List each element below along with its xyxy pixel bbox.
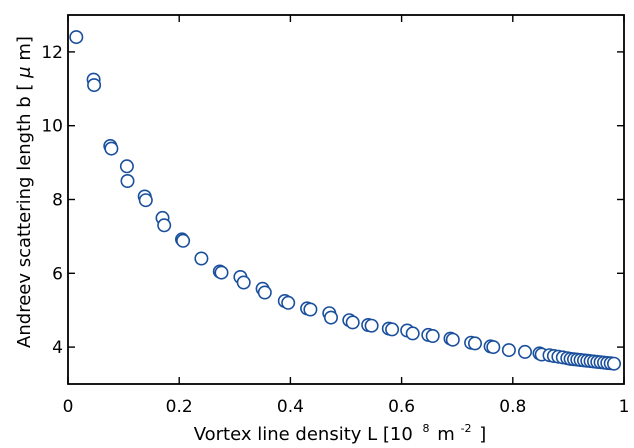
y-tick-label-2: 8 [52, 191, 63, 211]
data-point-8 [138, 193, 153, 208]
y-axis-title: Andreev scattering length b [ μ m] [14, 36, 35, 348]
x-tick-label-2: 0.4 [277, 397, 304, 417]
data-point-21 [281, 295, 296, 310]
x-axis-ticks: 0 0.2 0.4 0.6 0.8 1 [63, 15, 630, 417]
data-point-39 [467, 336, 482, 351]
x-tick-label-0: 0 [63, 397, 74, 417]
data-point-37 [445, 332, 460, 347]
data-point-12 [176, 233, 191, 248]
data-point-33 [405, 326, 420, 341]
x-tick-label-1: 0.2 [166, 397, 193, 417]
data-point-6 [120, 174, 135, 189]
x-tick-label-3: 0.6 [388, 397, 415, 417]
data-point-43 [517, 344, 532, 359]
data-point-2 [87, 78, 102, 93]
data-point-5 [119, 159, 134, 174]
x-axis-title-unit: m [437, 424, 455, 445]
x-axis-title-main: Vortex line density L [10 [194, 424, 413, 445]
data-point-17 [236, 275, 251, 290]
data-point-13 [194, 251, 209, 266]
data-point-27 [345, 315, 360, 330]
x-tick-label-4: 0.8 [499, 397, 526, 417]
data-point-31 [385, 322, 400, 337]
data-point-0 [69, 30, 84, 45]
x-axis-title-close: ] [479, 424, 486, 445]
y-tick-label-4: 12 [41, 43, 63, 63]
x-tick-label-5: 1 [619, 397, 630, 417]
y-tick-label-0: 4 [52, 338, 63, 358]
data-markers [69, 30, 621, 371]
y-axis-ticks: 4 6 8 10 12 [41, 43, 624, 358]
data-point-41 [486, 340, 501, 355]
data-point-29 [364, 318, 379, 333]
data-point-42 [501, 343, 516, 358]
data-point-35 [425, 328, 440, 343]
data-point-64 [606, 356, 621, 371]
data-point-15 [214, 265, 229, 280]
y-tick-label-1: 6 [52, 264, 63, 284]
data-point-25 [323, 310, 338, 325]
y-axis-title-main: Andreev scattering length b [ [14, 84, 35, 348]
y-axis-title-rest: m] [14, 36, 35, 61]
data-point-19 [257, 285, 272, 300]
data-point-10 [157, 218, 172, 233]
x-axis-title: Vortex line density L [10 8 m -2 ] [194, 416, 487, 445]
data-point-23 [303, 302, 318, 317]
x-axis-title-exp1: 8 [423, 422, 430, 435]
y-tick-label-3: 10 [41, 117, 63, 137]
y-axis-title-mu: μ [14, 66, 35, 78]
data-point-4 [104, 141, 119, 156]
x-axis-title-exp2: -2 [461, 422, 472, 435]
